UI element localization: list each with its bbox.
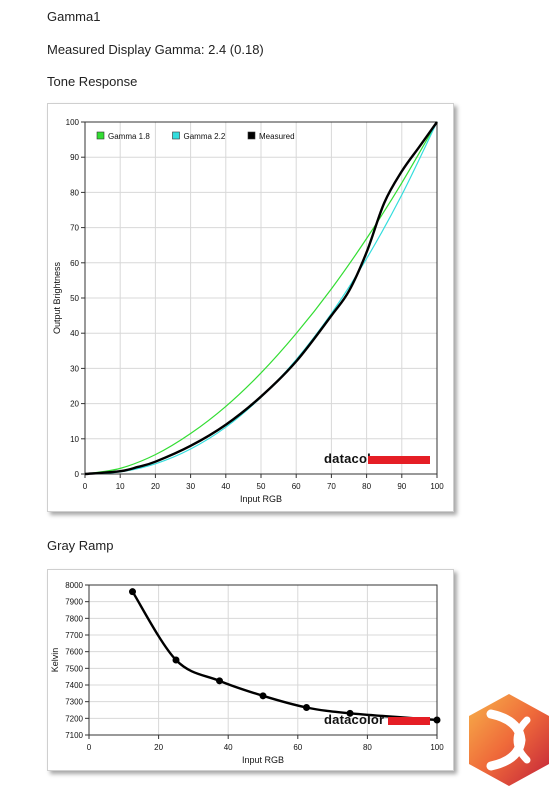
y-tick-label: 0 bbox=[75, 470, 80, 479]
data-point bbox=[129, 588, 136, 596]
series-line-measured bbox=[84, 121, 438, 476]
x-tick-label: 20 bbox=[151, 482, 160, 491]
x-tick-label: 40 bbox=[224, 743, 233, 752]
legend-swatch bbox=[247, 131, 256, 140]
plot-background bbox=[89, 585, 437, 735]
x-tick-label: 100 bbox=[430, 482, 444, 491]
y-tick-label: 7100 bbox=[65, 731, 83, 740]
y-tick-label: 7700 bbox=[65, 631, 83, 640]
data-point bbox=[303, 704, 310, 711]
gray-ramp-heading: Gray Ramp bbox=[47, 538, 114, 553]
gray-ramp-chart: 0 20 40 60 80 100 7100 7200 7300 7400 7500 7600 7700… bbox=[50, 581, 444, 765]
x-tick-label: 0 bbox=[87, 743, 92, 752]
y-tick-label: 7200 bbox=[65, 714, 83, 723]
x-tick-label: 100 bbox=[430, 743, 444, 752]
plot-frame bbox=[84, 121, 438, 475]
x-tick-label: 80 bbox=[362, 482, 371, 491]
legend-label: Gamma 2.2 bbox=[184, 132, 226, 141]
tone-response-panel: 0 10 20 30 40 50 60 70 80 90 100 0 10 20 30 40 50 60 70 80 9… bbox=[47, 103, 454, 512]
legend-label: Measured bbox=[259, 132, 295, 141]
tone-response-heading: Tone Response bbox=[47, 74, 138, 89]
x-tick-label: 50 bbox=[257, 482, 266, 491]
series-line-gamma-1-8 bbox=[84, 121, 438, 475]
y-tick-label: 7600 bbox=[65, 648, 83, 657]
datacolor-logo-bar bbox=[368, 456, 430, 464]
y-tick-label: 40 bbox=[70, 329, 79, 338]
y-axis-label: Output Brightness bbox=[52, 261, 62, 334]
x-tick-label: 80 bbox=[363, 743, 372, 752]
page-title: Gamma1 bbox=[47, 9, 101, 24]
legend-label: Gamma 1.8 bbox=[108, 132, 150, 141]
y-tick-label: 7300 bbox=[65, 698, 83, 707]
y-tick-label: 60 bbox=[70, 259, 79, 268]
y-tick-label: 7900 bbox=[65, 598, 83, 607]
site-watermark-logo bbox=[469, 694, 549, 786]
y-tick-label: 10 bbox=[70, 435, 79, 444]
y-tick-label: 7400 bbox=[65, 681, 83, 690]
y-tick-label: 20 bbox=[70, 400, 79, 409]
x-tick-label: 60 bbox=[293, 743, 302, 752]
data-point bbox=[216, 677, 223, 685]
datacolor-logo-text: datacolor bbox=[324, 712, 385, 727]
data-point bbox=[433, 716, 441, 724]
legend-swatch bbox=[96, 131, 105, 140]
x-tick-label: 0 bbox=[83, 482, 88, 491]
y-tick-label: 50 bbox=[70, 294, 79, 303]
y-tick-label: 30 bbox=[70, 364, 79, 373]
y-tick-label: 80 bbox=[70, 188, 79, 197]
y-tick-label: 7800 bbox=[65, 614, 83, 623]
x-tick-label: 60 bbox=[292, 482, 301, 491]
y-axis-label: Kelvin bbox=[50, 648, 60, 673]
x-axis-label: Input RGB bbox=[242, 755, 284, 765]
data-point bbox=[346, 709, 354, 717]
x-tick-label: 90 bbox=[397, 482, 406, 491]
y-tick-label: 7500 bbox=[65, 664, 83, 673]
plot-frame bbox=[88, 584, 438, 736]
tone-response-chart: 0 10 20 30 40 50 60 70 80 90 100 0 10 20 30 40 50 60 70 80 9… bbox=[52, 118, 444, 504]
y-tick-label: 90 bbox=[70, 153, 79, 162]
data-point bbox=[259, 692, 267, 700]
y-tick-label: 70 bbox=[70, 224, 79, 233]
x-tick-label: 10 bbox=[116, 482, 125, 491]
y-tick-label: 100 bbox=[66, 118, 80, 127]
x-tick-label: 30 bbox=[186, 482, 195, 491]
data-point bbox=[172, 656, 180, 664]
y-tick-label: 8000 bbox=[65, 581, 83, 590]
measured-gamma-text: Measured Display Gamma: 2.4 (0.18) bbox=[47, 42, 264, 57]
datacolor-logo-bar bbox=[388, 717, 430, 725]
gray-ramp-panel: 0 20 40 60 80 100 7100 7200 7300 7400 7500 7600 7700… bbox=[47, 569, 454, 771]
legend-swatch bbox=[172, 131, 180, 140]
x-axis-label: Input RGB bbox=[240, 494, 282, 504]
x-tick-label: 20 bbox=[154, 743, 163, 752]
x-tick-label: 70 bbox=[327, 482, 336, 491]
x-tick-label: 40 bbox=[221, 482, 230, 491]
